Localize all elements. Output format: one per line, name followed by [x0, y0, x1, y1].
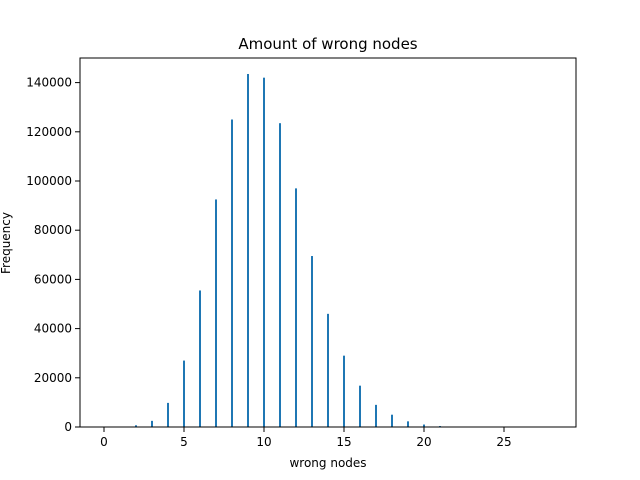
y-tick-label: 60000: [34, 272, 72, 286]
y-tick-label: 0: [64, 420, 72, 434]
histogram-bar: [231, 119, 233, 427]
histogram-bar: [375, 404, 377, 427]
y-tick-label: 20000: [34, 371, 72, 385]
x-tick-label: 20: [416, 435, 431, 449]
histogram-bar: [167, 402, 169, 427]
histogram-bar: [151, 420, 153, 427]
y-tick-label: 40000: [34, 322, 72, 336]
x-ticks: 0 5 10 15 20 25: [100, 427, 512, 449]
x-tick-label: 0: [100, 435, 108, 449]
histogram-bar: [279, 123, 281, 427]
histogram-bar: [423, 424, 425, 427]
x-axis-label: wrong nodes: [289, 456, 366, 470]
histogram-bar: [295, 188, 297, 427]
x-tick-label: 10: [256, 435, 271, 449]
bars-layer: [119, 73, 521, 428]
histogram-bar: [343, 355, 345, 427]
histogram-bar: [407, 421, 409, 427]
y-tick-label: 80000: [34, 223, 72, 237]
histogram-bar: [263, 77, 265, 428]
x-tick-label: 25: [496, 435, 511, 449]
histogram-bar: [199, 290, 201, 427]
y-tick-label: 120000: [26, 125, 72, 139]
chart-title: Amount of wrong nodes: [238, 35, 417, 53]
histogram-bar: [247, 73, 249, 428]
x-tick-label: 5: [180, 435, 188, 449]
y-tick-label: 100000: [26, 174, 72, 188]
y-tick-label: 140000: [26, 76, 72, 90]
plot-frame: [79, 57, 577, 428]
y-axis-label: Frequency: [0, 212, 13, 274]
x-tick-label: 15: [336, 435, 351, 449]
histogram-bar: [311, 256, 313, 427]
histogram-bar: [359, 385, 361, 427]
histogram-bar: [215, 199, 217, 427]
y-ticks: 0 20000 40000 60000 80000 100000 120000 140000: [26, 76, 80, 434]
histogram-bar: [135, 425, 137, 427]
histogram-bar: [183, 360, 185, 427]
histogram-bar: [327, 313, 329, 427]
histogram-bar: [391, 414, 393, 427]
